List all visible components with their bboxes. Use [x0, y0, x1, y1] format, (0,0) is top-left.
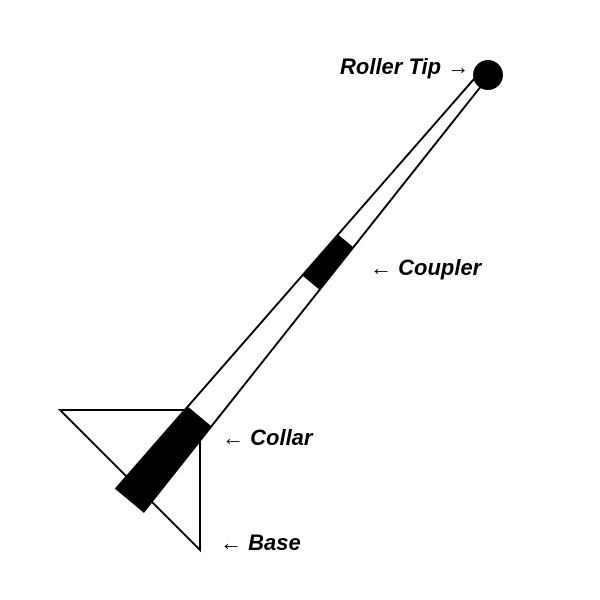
diagram-canvas [0, 0, 600, 600]
coupler-label: ← Coupler [370, 255, 481, 281]
base-label: ← Base [220, 530, 301, 556]
roller-tip-text: Roller Tip [340, 54, 441, 79]
roller-tip-label: Roller Tip → [340, 54, 469, 80]
arrow-right-icon: → [447, 54, 469, 80]
collar-label: ← Collar [222, 425, 312, 451]
arrow-left-icon: ← [220, 530, 242, 556]
collar-text: Collar [250, 425, 312, 450]
arrow-left-icon: ← [222, 425, 244, 451]
arrow-left-icon: ← [370, 255, 392, 281]
coupler-text: Coupler [398, 255, 481, 280]
base-text: Base [248, 530, 301, 555]
